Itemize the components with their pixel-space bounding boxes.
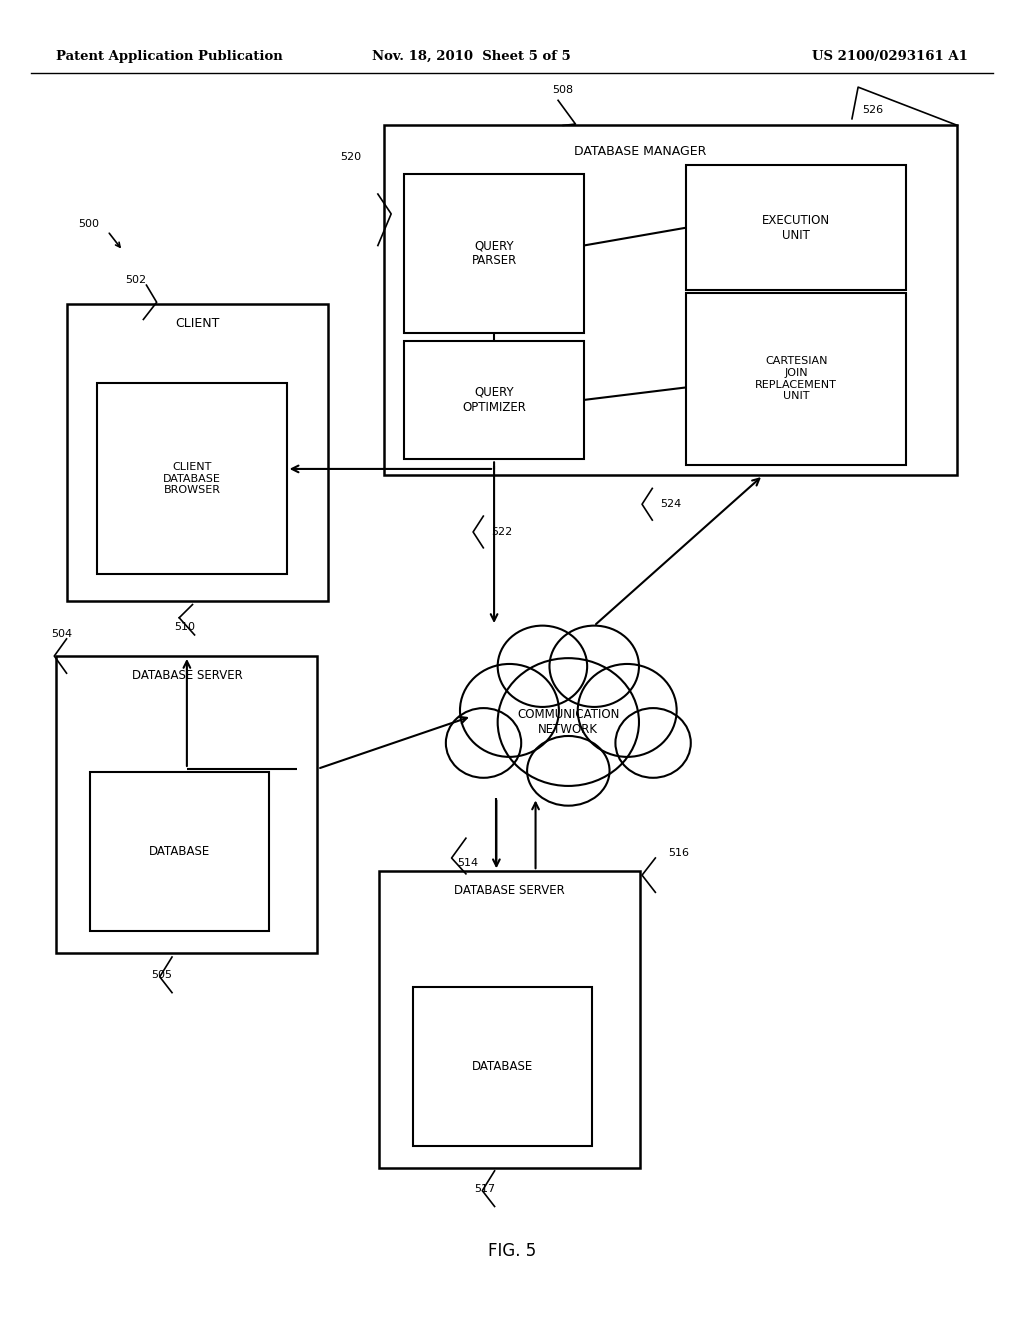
Bar	[56, 656, 317, 953]
Bar	[413, 987, 592, 1146]
Text: US 2100/0293161 A1: US 2100/0293161 A1	[812, 50, 968, 63]
Text: CARTESIAN
JOIN
REPLACEMENT
UNIT: CARTESIAN JOIN REPLACEMENT UNIT	[756, 356, 837, 401]
Ellipse shape	[445, 708, 521, 777]
Text: QUERY
OPTIMIZER: QUERY OPTIMIZER	[462, 385, 526, 414]
Text: 505: 505	[152, 970, 172, 981]
Text: Patent Application Publication: Patent Application Publication	[56, 50, 283, 63]
Bar	[686, 165, 906, 290]
Bar	[97, 383, 287, 574]
Text: 526: 526	[862, 104, 884, 115]
Text: DATABASE SERVER: DATABASE SERVER	[131, 669, 243, 682]
Text: QUERY
PARSER: QUERY PARSER	[471, 239, 517, 268]
Text: 524: 524	[660, 499, 682, 510]
Ellipse shape	[527, 737, 609, 805]
Ellipse shape	[498, 659, 639, 785]
Text: DATABASE MANAGER: DATABASE MANAGER	[573, 145, 707, 158]
Text: CLIENT: CLIENT	[175, 317, 219, 330]
Bar	[404, 341, 584, 459]
Ellipse shape	[578, 664, 677, 756]
Text: EXECUTION
UNIT: EXECUTION UNIT	[762, 214, 830, 242]
Text: 516: 516	[669, 847, 690, 858]
Text: 510: 510	[174, 622, 195, 632]
Bar	[384, 125, 957, 475]
Text: 517: 517	[474, 1184, 495, 1195]
Ellipse shape	[460, 664, 559, 756]
Text: CLIENT
DATABASE
BROWSER: CLIENT DATABASE BROWSER	[163, 462, 221, 495]
Bar	[90, 772, 269, 931]
Text: DATABASE: DATABASE	[472, 1060, 532, 1073]
Text: 502: 502	[125, 275, 146, 285]
Text: 504: 504	[51, 628, 73, 639]
Ellipse shape	[498, 626, 587, 708]
Bar	[379, 871, 640, 1168]
Text: COMMUNICATION
NETWORK: COMMUNICATION NETWORK	[517, 708, 620, 737]
Text: FIG. 5: FIG. 5	[487, 1242, 537, 1261]
Text: 522: 522	[492, 527, 513, 537]
Bar	[404, 174, 584, 333]
Text: 520: 520	[340, 152, 361, 162]
Ellipse shape	[615, 708, 691, 777]
Text: 508: 508	[553, 84, 573, 95]
Bar	[67, 304, 328, 601]
Text: DATABASE: DATABASE	[150, 845, 210, 858]
Text: DATABASE SERVER: DATABASE SERVER	[454, 884, 565, 898]
Bar	[686, 293, 906, 465]
Text: 514: 514	[457, 858, 478, 869]
Text: Nov. 18, 2010  Sheet 5 of 5: Nov. 18, 2010 Sheet 5 of 5	[372, 50, 570, 63]
Text: 500: 500	[78, 219, 99, 230]
Ellipse shape	[550, 626, 639, 708]
